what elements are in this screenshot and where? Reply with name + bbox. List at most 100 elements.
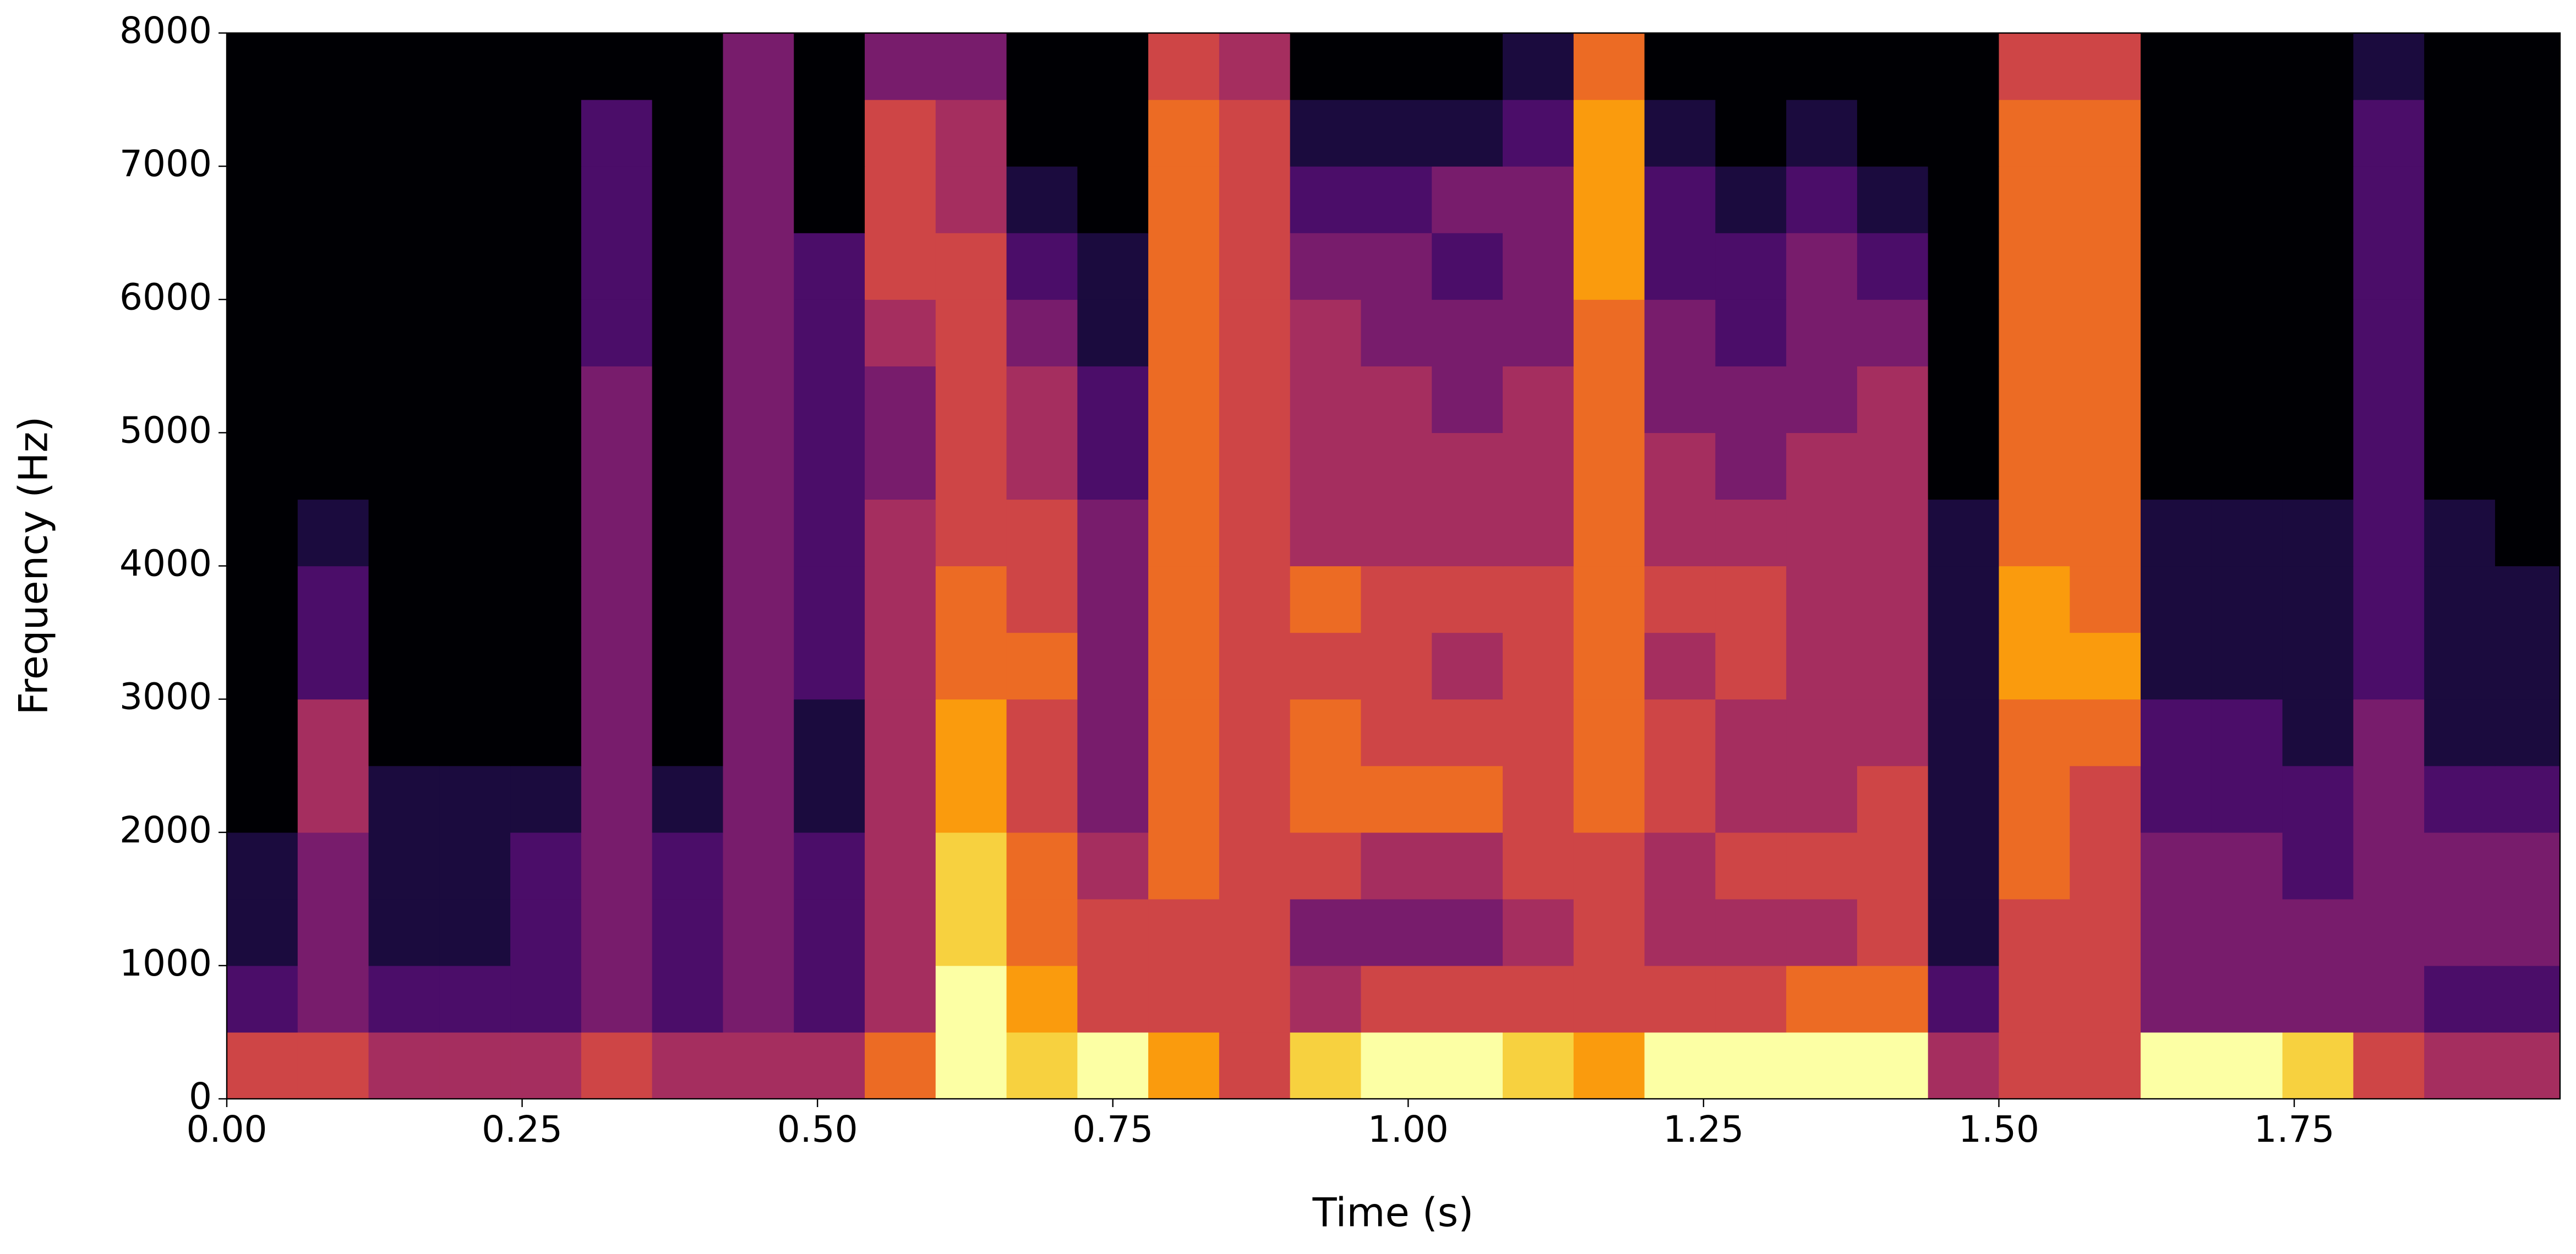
heat-cell [227,566,298,633]
heat-cell [1361,366,1432,433]
heat-cell [2211,366,2283,433]
heat-cell [2282,432,2354,500]
heat-cell [510,233,582,300]
heat-cell [794,299,865,366]
heat-cell [510,499,582,567]
heat-cell [1290,299,1362,366]
heat-cell [1361,233,1432,300]
heat-cell [1857,33,1929,100]
heat-cell [1290,366,1362,433]
heat-cell [510,299,582,366]
heat-cell [2424,832,2496,900]
heat-cell [1715,166,1787,233]
heat-cell [1006,699,1078,766]
heat-cell [581,899,653,966]
x-axis-label: Time (s) [1312,1190,1474,1236]
heat-cell [1928,166,2000,233]
heat-cell [1077,100,1149,167]
heat-cell [581,699,653,766]
heat-cell [1361,899,1432,966]
heat-cell [723,233,794,300]
heat-cell [1928,366,2000,433]
heat-cell [1432,366,1503,433]
heat-cell [1503,699,1574,766]
heat-cell [1006,33,1078,100]
heat-cell [794,566,865,633]
heat-cell [1928,299,2000,366]
heat-cell [297,366,369,433]
heat-cell [2424,299,2496,366]
heat-cell [297,100,369,167]
heat-cell [865,632,936,700]
heat-cell [794,1032,865,1099]
heat-cell [1644,699,1716,766]
heat-cell [1928,499,2000,567]
heat-cell [1999,965,2070,1033]
heat-cell [1786,899,1858,966]
heat-cell [439,299,511,366]
heat-cell [1290,499,1362,567]
heat-cell [2070,233,2141,300]
heat-cell [1006,366,1078,433]
heat-cell [1361,965,1432,1033]
heat-cell [1361,832,1432,900]
heat-cell [297,33,369,100]
heat-cell [2353,233,2425,300]
heat-cell [1219,699,1291,766]
heat-cell [2424,432,2496,500]
heat-cell [1857,499,1929,567]
heat-cell [723,632,794,700]
heat-cell [510,566,582,633]
heat-cell [1573,233,1645,300]
heat-cell [2070,432,2141,500]
heat-cell [2070,499,2141,567]
heat-cell [1432,100,1503,167]
heat-cell [510,699,582,766]
heat-cell [935,299,1007,366]
heat-cell [1503,965,1574,1033]
heat-cell [794,100,865,167]
heat-cell [1006,832,1078,900]
heat-cell [723,432,794,500]
heat-cell [1715,965,1787,1033]
heat-cell [2211,432,2283,500]
heat-cell [2282,100,2354,167]
heat-cell [1432,499,1503,567]
heat-cell [1148,233,1220,300]
heat-cell [2211,632,2283,700]
heat-cell [1644,566,1716,633]
heat-cell [1715,765,1787,833]
heat-cell [723,100,794,167]
heat-cell [794,166,865,233]
heat-cell [1219,566,1291,633]
heat-cell [1786,499,1858,567]
heat-cell [1219,632,1291,700]
heat-cell [1219,166,1291,233]
heat-cell [794,233,865,300]
heat-cell [1999,33,2070,100]
heat-cell [227,832,298,900]
heat-cell [723,965,794,1033]
heat-cell [2353,499,2425,567]
heat-cell [1219,233,1291,300]
heat-cell [1148,432,1220,500]
heat-cell [1715,366,1787,433]
heat-cell [2424,166,2496,233]
heat-cell [1786,965,1858,1033]
heat-cell [1644,1032,1716,1099]
heat-cell [2353,765,2425,833]
heat-cell [581,832,653,900]
heat-cell [935,632,1007,700]
heat-cell [865,1032,936,1099]
heat-cell [1999,566,2070,633]
heat-cell [1361,299,1432,366]
heat-cell [2070,1032,2141,1099]
heat-cell [1361,632,1432,700]
heat-cell [1644,299,1716,366]
heat-cell [439,432,511,500]
heat-cell [1999,632,2070,700]
heat-cell [1077,832,1149,900]
heat-cell [652,299,724,366]
heat-cell [1432,33,1503,100]
heat-cell [1786,233,1858,300]
